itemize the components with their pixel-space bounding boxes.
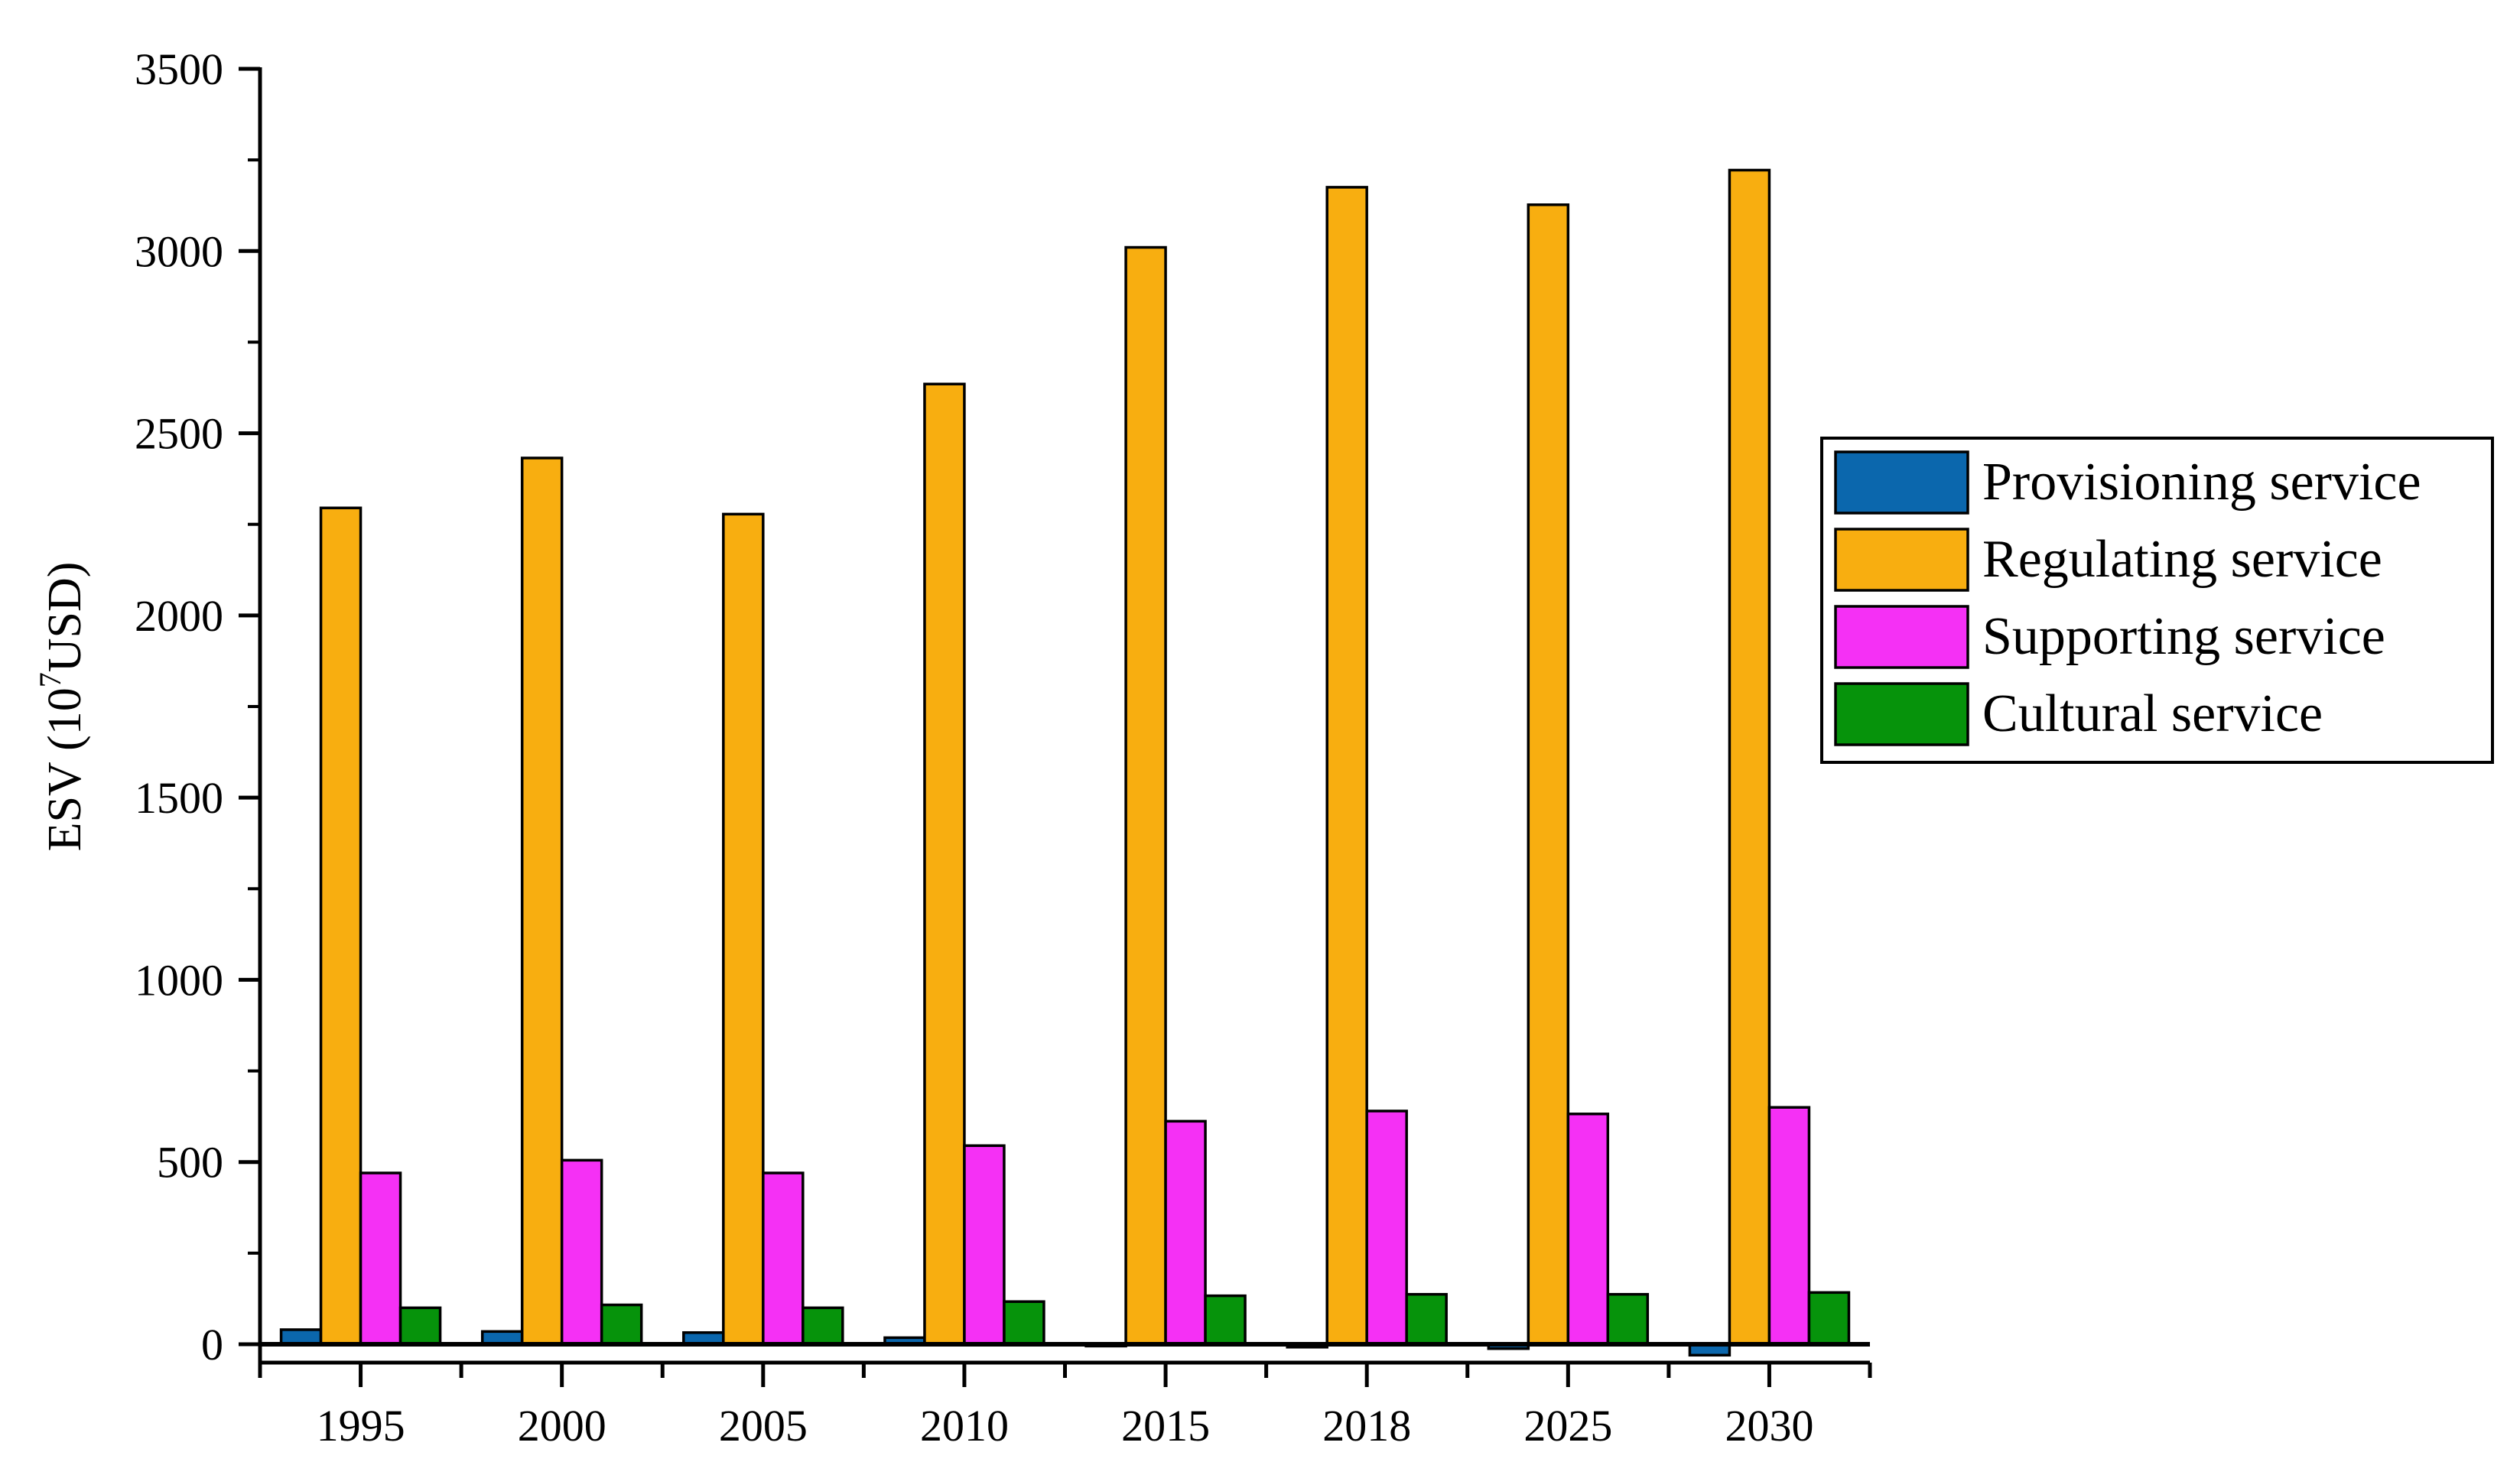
bar	[1606, 1292, 1650, 1346]
bar	[1003, 1300, 1045, 1346]
bar	[398, 1306, 442, 1346]
bar	[1164, 1119, 1207, 1346]
bar	[359, 1171, 402, 1346]
legend-label: Cultural service	[1982, 684, 2323, 743]
legend-items: Provisioning service Regulating service Su…	[1834, 450, 2421, 746]
x-tick-label: 2000	[518, 1401, 606, 1451]
legend-label: Regulating service	[1982, 530, 2382, 589]
bar	[1807, 1291, 1851, 1346]
x-ticks: 1995 2000 2005 2010 2015 2018 2025 2030	[258, 1363, 1872, 1451]
y-tick-label: 500	[157, 1138, 223, 1187]
bar	[1767, 1106, 1811, 1346]
y-tick-label: 3500	[135, 44, 223, 94]
x-tick-label: 2025	[1523, 1401, 1612, 1451]
legend-swatch	[1834, 528, 1969, 592]
bar	[1566, 1113, 1610, 1346]
y-tick-label: 0	[201, 1320, 223, 1369]
legend-label: Supporting service	[1982, 607, 2385, 666]
y-axis-title: ESV (107USD)	[33, 562, 91, 852]
bar	[1728, 168, 1771, 1346]
bar	[1405, 1292, 1448, 1346]
y-tick-label: 2500	[135, 409, 223, 459]
x-tick-label: 2005	[719, 1401, 808, 1451]
axes-layer	[258, 67, 1870, 1365]
bar	[1124, 245, 1167, 1346]
y-tick-label: 1000	[135, 955, 223, 1005]
y-ticks: 0 500 1000 1500 2000 2500 3000 3500	[135, 44, 260, 1369]
y-tick-label: 3000	[135, 226, 223, 276]
x-tick-label: 2010	[920, 1401, 1009, 1451]
bar	[319, 506, 363, 1346]
bar	[802, 1306, 844, 1346]
y-axis-title-suffix: USD)	[39, 562, 91, 673]
bar	[1527, 203, 1570, 1346]
x-tick-label: 2018	[1322, 1401, 1411, 1451]
bar	[1204, 1294, 1247, 1346]
legend-swatch	[1834, 450, 1969, 515]
legend: Provisioning service Regulating service Su…	[1820, 437, 2494, 764]
x-tick-label: 2030	[1725, 1401, 1813, 1451]
y-tick-label: 1500	[135, 773, 223, 823]
x-tick-label: 1995	[317, 1401, 405, 1451]
bar	[1325, 186, 1368, 1346]
legend-swatch	[1834, 682, 1969, 746]
bar	[520, 456, 564, 1346]
legend-label: Provisioning service	[1982, 453, 2421, 512]
x-tick-label: 2015	[1121, 1401, 1210, 1451]
y-axis-title-main: ESV (10	[39, 687, 91, 851]
bar	[560, 1158, 603, 1346]
bar	[923, 382, 966, 1346]
y-axis-title-superscript: 7	[33, 672, 67, 687]
bar	[762, 1171, 805, 1346]
y-tick-label: 2000	[135, 591, 223, 641]
bar	[1365, 1109, 1408, 1346]
bar	[963, 1144, 1006, 1346]
bar	[600, 1303, 643, 1346]
bars-layer	[279, 168, 1851, 1357]
legend-swatch	[1834, 605, 1969, 669]
bar	[722, 512, 765, 1346]
